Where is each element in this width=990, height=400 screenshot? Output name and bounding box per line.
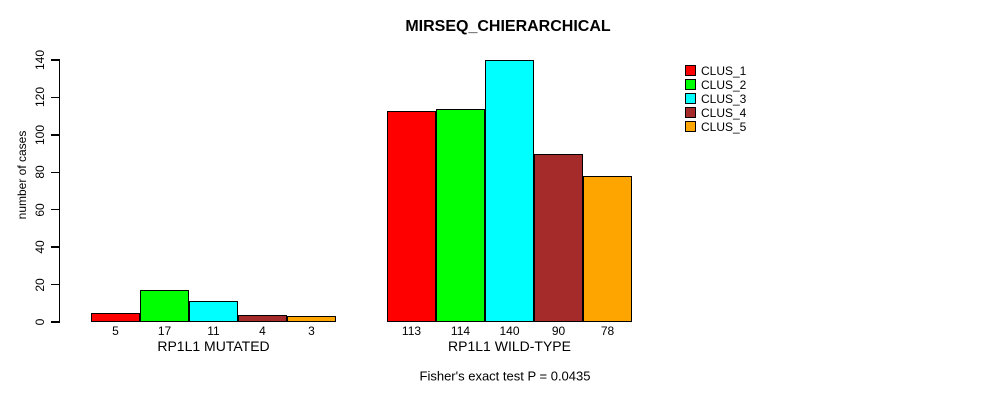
bar-clus_5-wildtype xyxy=(583,176,632,322)
legend-label-clus_1: CLUS_1 xyxy=(701,63,747,78)
group-label: RP1L1 WILD-TYPE xyxy=(448,338,571,354)
y-axis-tick xyxy=(51,321,60,323)
bar-clus_2-mutated xyxy=(140,290,189,322)
y-axis-tick-label: 40 xyxy=(33,240,47,254)
legend-swatch-clus_2 xyxy=(685,79,696,90)
y-axis-tick xyxy=(51,246,60,248)
annotation-text: Fisher's exact test P = 0.0435 xyxy=(419,368,591,384)
bar-value-label: 4 xyxy=(259,324,266,338)
bar-clus_4-wildtype xyxy=(534,153,583,322)
bar-value-label: 17 xyxy=(157,324,172,338)
y-axis-line xyxy=(58,59,60,323)
legend-label-clus_5: CLUS_5 xyxy=(701,119,747,134)
bar-value-label: 140 xyxy=(499,324,520,338)
bar-clus_1-mutated xyxy=(91,312,140,322)
bar-value-label: 11 xyxy=(207,324,220,338)
legend-label-clus_3: CLUS_3 xyxy=(701,91,747,106)
y-axis-label: number of cases xyxy=(15,130,29,220)
bar-clus_3-mutated xyxy=(189,301,238,322)
legend-label-clus_2: CLUS_2 xyxy=(701,77,747,92)
group-label: RP1L1 MUTATED xyxy=(157,338,270,354)
y-axis-tick-label: 80 xyxy=(33,165,47,179)
chart-title: MIRSEQ_CHIERARCHICAL xyxy=(405,18,611,35)
bar-value-label: 90 xyxy=(551,324,566,338)
bar-clus_3-wildtype xyxy=(485,60,534,322)
bar-clus_1-wildtype xyxy=(387,110,436,322)
y-axis-tick xyxy=(51,59,60,61)
y-axis-tick-label: 120 xyxy=(33,87,47,108)
bar-value-label: 5 xyxy=(112,324,119,338)
bar-value-label: 114 xyxy=(450,324,471,338)
legend-swatch-clus_5 xyxy=(685,121,696,132)
legend-swatch-clus_4 xyxy=(685,107,696,118)
bar-clus_4-mutated xyxy=(238,314,287,322)
legend-swatch-clus_3 xyxy=(685,93,696,104)
bar-value-label: 78 xyxy=(600,324,615,338)
bar-clus_2-wildtype xyxy=(436,108,485,322)
y-axis-tick-label: 60 xyxy=(33,203,47,217)
y-axis-tick-label: 20 xyxy=(33,277,47,292)
bar-value-label: 113 xyxy=(401,324,422,338)
legend-swatch-clus_1 xyxy=(685,65,696,76)
y-axis-tick-label: 100 xyxy=(33,124,47,145)
y-axis-tick xyxy=(51,283,60,286)
y-axis-tick xyxy=(51,208,60,211)
y-axis-tick xyxy=(51,134,60,136)
legend-label-clus_4: CLUS_4 xyxy=(701,105,747,120)
y-axis-tick xyxy=(51,171,60,174)
bar-value-label: 3 xyxy=(308,324,315,338)
y-axis-tick-label: 140 xyxy=(33,49,47,71)
y-axis-tick-label: 0 xyxy=(33,318,47,326)
y-axis-tick xyxy=(51,96,60,99)
bar-clus_5-mutated xyxy=(287,316,336,322)
